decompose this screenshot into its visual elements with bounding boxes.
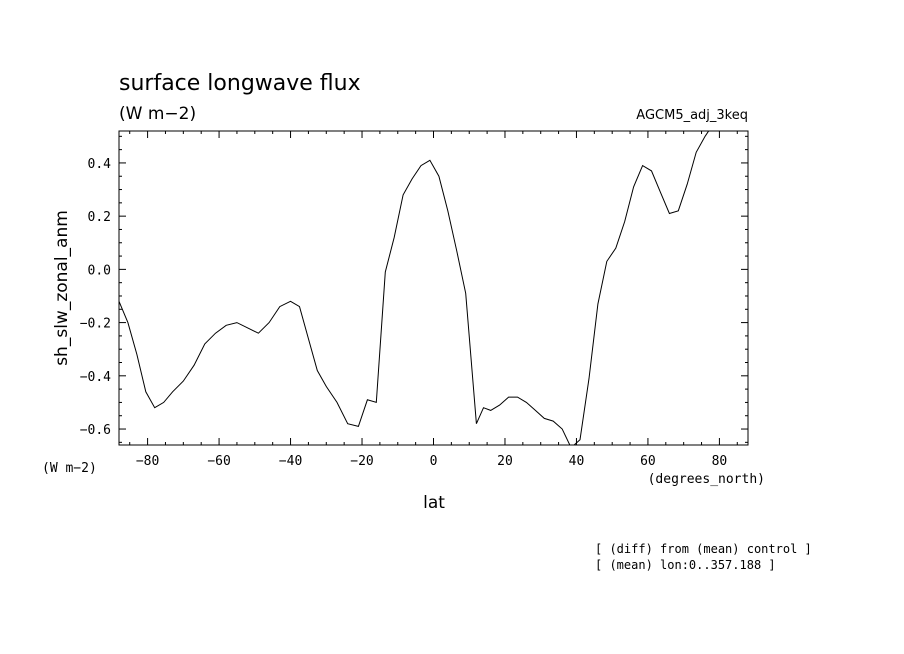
x-tick-label: 0 — [430, 454, 438, 469]
footnote-diff: [ (diff) from (mean) control ] — [595, 542, 812, 556]
x-tick-label: 20 — [497, 454, 513, 469]
x-tick-label: −60 — [207, 454, 230, 469]
x-tick-label: 60 — [640, 454, 656, 469]
y-tick-label: −0.6 — [80, 423, 111, 438]
x-axis-tick-labels: −80 −60 −40 −20 0 20 40 60 80 — [136, 454, 727, 469]
experiment-label: AGCM5_adj_3keq — [636, 108, 748, 123]
footnote-mean: [ (mean) lon:0..357.188 ] — [595, 558, 776, 572]
y-tick-label: 0.4 — [88, 157, 112, 172]
series-line — [119, 131, 710, 445]
y-axis-label: sh_slw_zonal_anm — [52, 210, 72, 366]
y-tick-label: −0.2 — [80, 317, 111, 332]
chart-title: surface longwave flux — [119, 71, 361, 96]
y-tick-label: −0.4 — [80, 370, 111, 385]
y-tick-label: 0.0 — [88, 263, 111, 278]
x-axis-ticks — [129, 131, 738, 445]
y-axis-tick-labels: −0.6 −0.4 −0.2 0.0 0.2 0.4 — [80, 157, 111, 438]
x-axis-label: lat — [423, 493, 445, 513]
x-tick-label: 80 — [712, 454, 728, 469]
x-axis-unit: (degrees_north) — [648, 472, 765, 487]
x-tick-label: −80 — [136, 454, 159, 469]
x-tick-label: 40 — [569, 454, 585, 469]
y-axis-ticks — [119, 135, 748, 443]
x-tick-label: −20 — [350, 454, 373, 469]
plot-frame — [118, 130, 749, 446]
y-tick-label: 0.2 — [88, 210, 111, 225]
chart-subtitle: (W m−2) — [119, 104, 196, 124]
y-axis-unit: (W m−2) — [42, 461, 97, 476]
x-tick-label: −40 — [279, 454, 302, 469]
